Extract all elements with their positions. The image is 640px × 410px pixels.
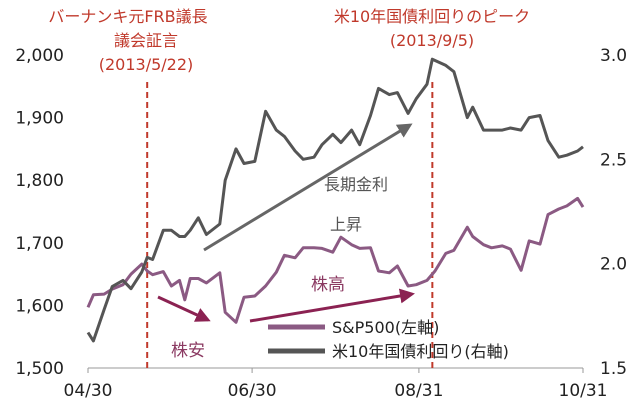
y-left-tick-label: 1,900 (15, 109, 64, 129)
y-right-tick-label: 1.5 (600, 359, 627, 379)
y-left-tick-label: 1,600 (15, 296, 64, 316)
y-left-tick-label: 1,700 (15, 234, 64, 254)
x-tick-label: 06/30 (228, 381, 277, 401)
rate-rise-label-line1: 長期金利 (324, 175, 388, 194)
y-right-tick-label: 2.0 (600, 255, 627, 275)
bernanke-annotation-date: (2013/5/22) (99, 55, 194, 74)
rate-rise-label-line2: 上昇 (330, 215, 362, 234)
y-left-tick-label: 1,500 (15, 359, 64, 379)
series-line-sp500 (86, 196, 585, 324)
x-tick-label: 08/31 (394, 381, 443, 401)
axes-layer: 04/30 06/30 08/31 10/31 1,500 1,600 1,700 1,800… (15, 46, 627, 401)
legend-label-sp500: S&P500(左軸) (332, 318, 439, 337)
event-markers (146, 82, 434, 368)
series-layer (86, 57, 585, 343)
series-line-yield (86, 57, 584, 343)
stock-up-label: 株高 (311, 275, 345, 295)
y-right-tick-label: 2.5 (600, 150, 627, 170)
stock-down-arrow (157, 295, 211, 322)
peak-annotation-title: 米10年国債利回りのピーク (334, 7, 530, 26)
y-left-tick-label: 2,000 (15, 46, 64, 66)
y-right-tick-label: 3.0 (600, 46, 627, 66)
peak-annotation-date: (2013/9/5) (390, 31, 474, 50)
legend-label-yield: 米10年国債利回り(右軸) (332, 342, 509, 361)
x-tick-label: 10/31 (559, 381, 608, 401)
stock-up-arrow (249, 288, 415, 323)
x-tick-label: 04/30 (64, 381, 113, 401)
bernanke-annotation-line2: 議会証言 (114, 31, 178, 50)
y-left-tick-label: 1,800 (15, 171, 64, 191)
legend: S&P500(左軸) 米10年国債利回り(右軸) (268, 318, 509, 361)
bernanke-annotation-line1: バーナンキ元FRB議長 (48, 7, 207, 26)
stock-down-label: 株安 (171, 341, 205, 361)
rate-rise-arrow (203, 123, 413, 252)
